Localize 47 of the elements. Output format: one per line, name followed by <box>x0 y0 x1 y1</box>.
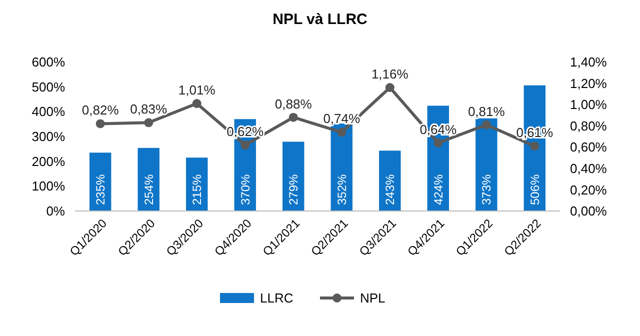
legend-label: LLRC <box>260 290 294 306</box>
y2-tick-label: 0,00% <box>570 204 608 219</box>
data-label: 424% <box>431 174 446 205</box>
data-label: 0,83% <box>130 102 168 117</box>
point <box>337 128 346 137</box>
data-label: 235% <box>94 174 108 205</box>
point <box>288 112 298 122</box>
data-label: 243% <box>383 174 398 205</box>
point <box>385 83 394 92</box>
data-label: 1,01% <box>178 82 216 98</box>
data-label: 279% <box>286 174 301 205</box>
y2-tick-label: 1,20% <box>570 76 608 91</box>
data-label: 373% <box>480 174 494 205</box>
data-label: 0,81% <box>468 104 506 119</box>
y2-tick-label: 1,00% <box>570 97 608 112</box>
y-tick-label: 600% <box>32 54 66 70</box>
data-label: 506% <box>528 174 542 205</box>
y-tick-label: 200% <box>32 154 66 169</box>
chart-title: NPL và LLRC <box>272 11 368 28</box>
data-label: 1,16% <box>371 66 409 82</box>
bar <box>138 148 160 211</box>
y2-tick-label: 0,80% <box>570 118 608 134</box>
data-label: 254% <box>142 174 156 205</box>
point <box>434 138 443 148</box>
y2-tick-label: 1,40% <box>570 54 608 70</box>
point <box>240 140 250 150</box>
y-tick-label: 100% <box>32 178 66 194</box>
bar <box>282 142 304 211</box>
bar <box>476 118 498 211</box>
data-label: 215% <box>190 174 204 205</box>
data-label: 352% <box>334 174 349 205</box>
y-tick-label: 500% <box>32 79 66 94</box>
point <box>192 99 202 108</box>
y2-tick-label: 0,20% <box>570 182 608 198</box>
y-tick-label: 0% <box>46 204 66 219</box>
point <box>530 142 540 151</box>
data-label: 0,82% <box>82 102 120 118</box>
legend-label: NPL <box>360 290 386 306</box>
point <box>96 119 105 128</box>
y-tick-label: 400% <box>32 104 66 120</box>
point <box>144 118 154 128</box>
data-label: 370% <box>238 174 252 205</box>
point <box>482 120 491 130</box>
y2-tick-label: 0,40% <box>570 160 608 176</box>
y2-tick-label: 0,60% <box>570 140 608 155</box>
y-tick-label: 300% <box>32 129 66 144</box>
data-label: 0,88% <box>274 96 312 112</box>
